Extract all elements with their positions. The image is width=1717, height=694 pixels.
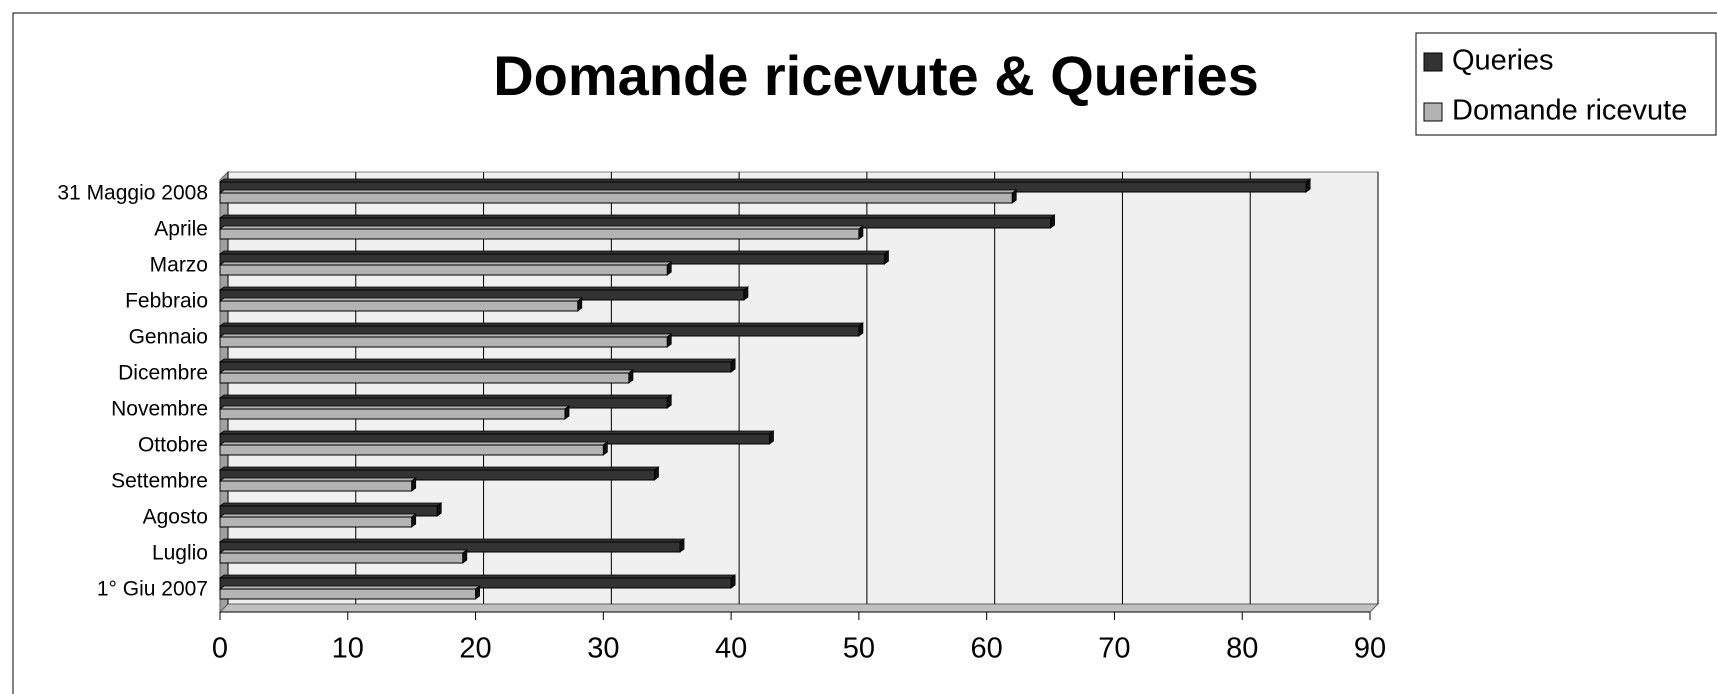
bar: [219, 408, 566, 420]
bar: [219, 264, 668, 276]
y-tick-label: Febbraio: [125, 290, 208, 313]
legend-swatch: [1423, 52, 1443, 72]
y-tick-label: Agosto: [143, 506, 208, 529]
x-tick-label: 70: [1098, 633, 1130, 665]
bar: [219, 300, 579, 312]
bar: [219, 480, 413, 492]
bar: [219, 469, 655, 481]
chart-title: Domande ricevute & Queries: [493, 44, 1259, 107]
back-wall: [227, 171, 1379, 605]
x-tick-label: 50: [843, 633, 875, 665]
bar: [219, 372, 630, 384]
bar: [219, 336, 668, 348]
bar: [219, 192, 1013, 204]
y-tick-label: 1° Giu 2007: [97, 578, 208, 601]
y-tick-label: Luglio: [152, 542, 208, 565]
bar: [219, 228, 860, 240]
y-tick-label: Marzo: [150, 254, 208, 277]
bar: [219, 444, 604, 456]
x-tick-label: 20: [459, 633, 491, 665]
legend-label: Domande ricevute: [1452, 95, 1687, 127]
bar: [219, 588, 477, 600]
x-tick-label: 90: [1354, 633, 1386, 665]
x-tick-label: 80: [1226, 633, 1258, 665]
legend-label: Queries: [1452, 45, 1554, 77]
legend-swatch: [1423, 102, 1443, 122]
y-tick-label: Dicembre: [118, 362, 208, 385]
y-tick-label: Ottobre: [138, 434, 208, 457]
chart-frame: [12, 12, 1717, 694]
y-tick-label: 31 Maggio 2008: [57, 182, 208, 205]
y-tick-label: Aprile: [154, 218, 208, 241]
y-tick-label: Gennaio: [129, 326, 208, 349]
x-tick-label: 60: [971, 633, 1003, 665]
x-tick-label: 0: [212, 633, 228, 665]
floor: [218, 603, 1380, 613]
y-tick-label: Novembre: [111, 398, 208, 421]
x-tick-label: 10: [332, 633, 364, 665]
bar: [219, 516, 413, 528]
y-tick-label: Settembre: [111, 470, 208, 493]
x-tick-label: 30: [587, 633, 619, 665]
x-tick-label: 40: [715, 633, 747, 665]
legend-box: [1415, 32, 1717, 136]
bar: [219, 552, 464, 564]
